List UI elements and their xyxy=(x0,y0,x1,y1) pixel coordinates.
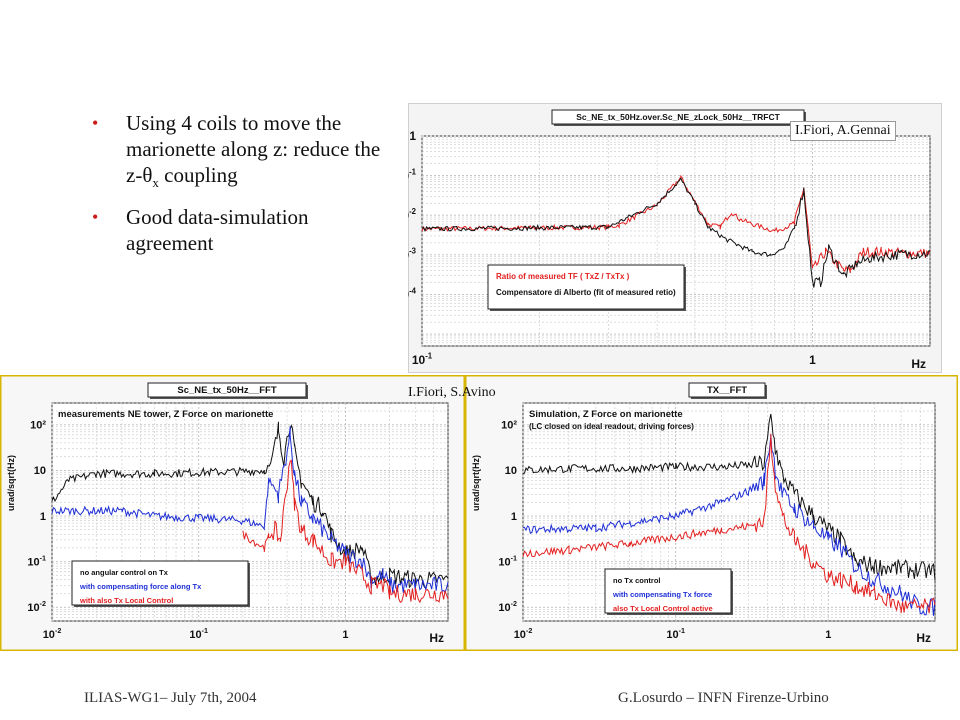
chart-measurements-fft: 10-2 10-1 110²10110-110-2Hzurad/sqrt(Hz)Sc… xyxy=(0,374,466,652)
x-axis-label: Hz xyxy=(429,631,444,645)
legend-entry: no angular control on Tx xyxy=(80,568,169,577)
x-axis-label: Hz xyxy=(911,357,926,371)
y-tick-label: 10 xyxy=(505,465,517,477)
x-axis-label: Hz xyxy=(916,631,931,645)
y-tick-label: 10² xyxy=(30,420,46,432)
series-line-black xyxy=(522,413,936,581)
legend-box xyxy=(71,560,249,606)
series-line-red xyxy=(522,433,936,614)
chart-subtitle: Simulation, Z Force on marionette xyxy=(529,409,683,420)
bullet-item: • Good data-simulation agreement xyxy=(92,204,392,256)
y-axis-label: urad/sqrt(Hz) xyxy=(6,455,16,511)
y-axis-label: urad/sqrt(Hz) xyxy=(471,455,481,511)
legend-entry: Ratio of measured TF ( TxZ / TxTx ) xyxy=(496,272,630,281)
bullet-list: • Using 4 coils to move the marionette a… xyxy=(92,110,392,264)
chart-tf-ratio-panel: 10-11110-110-210-310-4HzSc_NE_tx_50Hz.ov… xyxy=(396,103,942,373)
title-box xyxy=(147,382,307,398)
legend-entry: with compensating Tx force xyxy=(612,590,712,599)
legend-entry: also Tx Local Control active xyxy=(613,604,713,613)
title-box xyxy=(688,382,766,398)
footer-left: ILIAS-WG1– July 7th, 2004 xyxy=(84,690,257,706)
chart-tf-ratio: 10-11110-110-210-310-4HzSc_NE_tx_50Hz.ov… xyxy=(396,103,942,373)
legend-entry: with also Tx Local Control xyxy=(79,596,173,605)
plot-area xyxy=(421,135,931,347)
series-line-blue xyxy=(522,434,936,616)
legend-entry: with compensating force along Tx xyxy=(79,582,202,591)
theta-symbol: θ xyxy=(142,163,153,187)
y-tick-label: 1 xyxy=(409,129,416,143)
bullet-text: Good data-simulation agreement xyxy=(126,205,309,256)
chart-sim-panel: 10-2 10-1 1 10² 10 1 10-1 10-2 Hz urad/sqrt(Hz) TX… xyxy=(464,374,959,652)
y-tick-label: 1 xyxy=(40,511,46,523)
legend-entry: Compensatore di Alberto (fit of measured… xyxy=(496,288,676,297)
chart-simulation-fft: 10-2 10-1 110²10110-110-2Hzurad/sqrt(Hz)TX… xyxy=(464,374,959,652)
y-tick-label: 10 xyxy=(34,465,46,477)
credit-middle: I.Fiori, S.Avino xyxy=(408,385,496,400)
x-tick-label: 1 xyxy=(809,353,816,367)
chart-title: TX__FFT xyxy=(707,385,747,396)
bullet-dot-icon: • xyxy=(92,113,99,133)
series-line-black xyxy=(421,177,931,288)
x-tick-label: 1 xyxy=(825,629,831,641)
theta-subscript: x xyxy=(152,175,159,191)
footer-right: G.Losurdo – INFN Firenze-Urbino xyxy=(618,690,829,706)
chart-title: Sc_NE_tx_50Hz__FFT xyxy=(177,385,276,396)
chart-subtitle: measurements NE tower, Z Force on marion… xyxy=(58,409,273,420)
bullet-dot-icon: • xyxy=(92,207,99,228)
y-tick-label: 10² xyxy=(501,420,517,432)
x-tick-label: 1 xyxy=(342,629,348,641)
credit-top: I.Fiori, A.Gennai xyxy=(790,121,896,141)
title-box xyxy=(551,109,805,125)
bullet-item: • Using 4 coils to move the marionette a… xyxy=(92,110,392,196)
legend-box xyxy=(487,264,685,310)
bullet-text: Using 4 coils to move the marionette alo… xyxy=(126,111,381,191)
chart-subtitle-2: (LC closed on ideal readout, driving for… xyxy=(529,422,694,431)
chart-title: Sc_NE_tx_50Hz.over.Sc_NE_zLock_50Hz__TRF… xyxy=(576,112,780,122)
legend-entry: no Tx control xyxy=(613,576,661,585)
series-line-red xyxy=(242,459,449,604)
y-tick-label: 1 xyxy=(511,511,517,523)
chart-measure-panel: 10-2 10-1 1 10² 10 1 10-1 10-2 Hz urad/sqrt(Hz) Sc… xyxy=(0,374,466,652)
legend-box xyxy=(604,568,732,614)
